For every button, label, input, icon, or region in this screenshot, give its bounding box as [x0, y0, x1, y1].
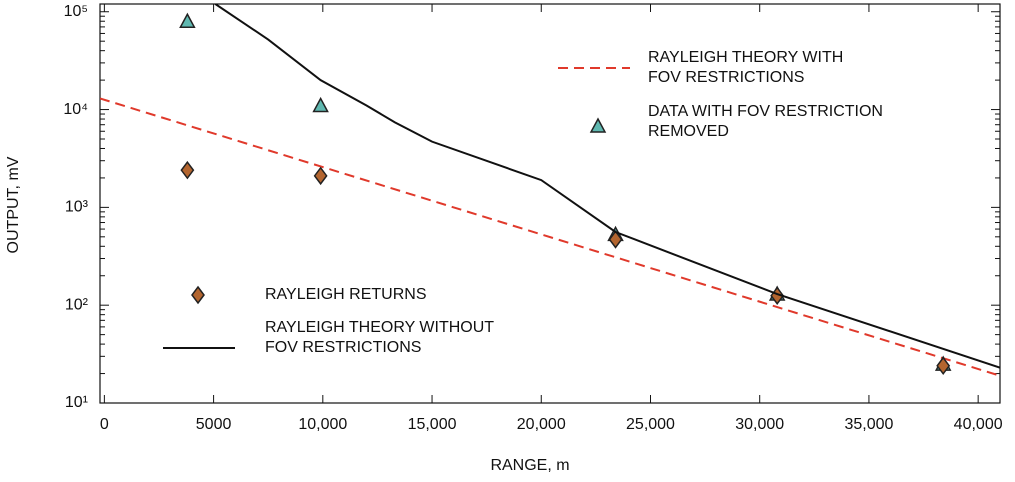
legend-label: DATA WITH FOV RESTRICTION REMOVED — [648, 103, 883, 140]
data-point — [313, 166, 328, 186]
legend-label: RAYLEIGH RETURNS — [265, 286, 427, 303]
series-line — [100, 97, 1000, 377]
y-tick-label: 10² — [65, 296, 89, 313]
data-point — [179, 12, 196, 28]
series-line — [214, 4, 1000, 369]
y-axis-label: OUTPUT, mV — [5, 156, 22, 253]
data-point — [936, 356, 951, 376]
data-point — [608, 230, 623, 249]
x-tick-label: 0 — [100, 416, 109, 433]
data-point — [312, 96, 329, 113]
x-tick-label: 30,000 — [735, 416, 784, 433]
legend-swatch — [589, 117, 607, 133]
x-tick-label: 10,000 — [298, 416, 347, 433]
y-tick-label: 10⁵ — [64, 3, 88, 20]
legend-label: RAYLEIGH THEORY WITH FOV RESTRICTIONS — [648, 49, 843, 86]
x-tick-label: 25,000 — [626, 416, 675, 433]
x-tick-label: 35,000 — [844, 416, 893, 433]
x-tick-label: 15,000 — [408, 416, 457, 433]
plot-area — [100, 4, 1000, 377]
y-tick-label: 10¹ — [65, 394, 88, 411]
y-tick-label: 10³ — [65, 199, 89, 216]
x-tick-label: 40,000 — [954, 416, 1003, 433]
x-tick-label: 20,000 — [517, 416, 566, 433]
x-tick-label: 5000 — [196, 416, 232, 433]
legend-label: RAYLEIGH THEORY WITHOUT FOV RESTRICTIONS — [265, 319, 494, 356]
x-axis-label: RANGE, m — [490, 457, 569, 474]
data-point — [180, 160, 195, 180]
plot-frame — [99, 3, 1001, 404]
y-tick-label: 10⁴ — [63, 101, 88, 118]
legend-swatch — [191, 285, 205, 305]
